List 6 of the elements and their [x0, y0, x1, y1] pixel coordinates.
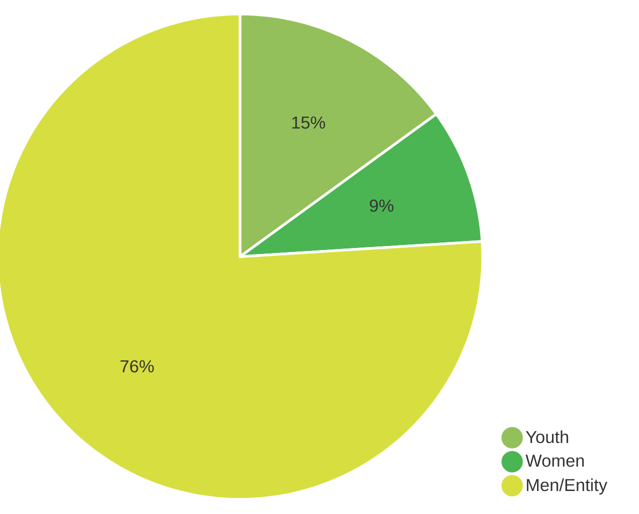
data-label: 76% [120, 360, 154, 372]
data-label: 9% [370, 200, 394, 212]
legend-label: Men/Entity [526, 478, 608, 495]
legend-label: Youth [526, 430, 568, 444]
data-label: 15% [292, 116, 326, 129]
legend-label: Women [526, 454, 584, 467]
